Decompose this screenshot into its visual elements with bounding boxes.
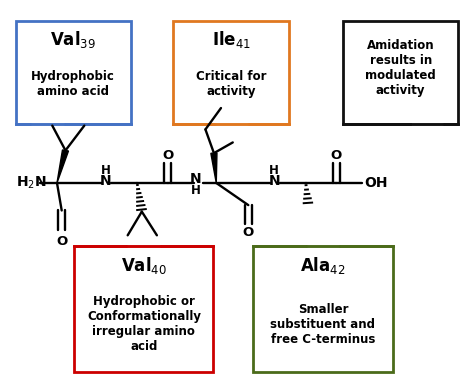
- Text: Val$_{40}$: Val$_{40}$: [121, 254, 167, 276]
- Text: H: H: [100, 164, 110, 177]
- Text: O: O: [331, 149, 342, 162]
- Polygon shape: [57, 150, 68, 183]
- FancyBboxPatch shape: [343, 20, 458, 124]
- Text: O: O: [56, 235, 67, 248]
- Text: Hydrophobic
amino acid: Hydrophobic amino acid: [31, 70, 115, 99]
- Text: Ala$_{42}$: Ala$_{42}$: [300, 254, 346, 276]
- Text: N: N: [100, 174, 111, 188]
- Text: OH: OH: [365, 176, 388, 190]
- Text: N: N: [190, 172, 202, 186]
- FancyBboxPatch shape: [254, 246, 392, 372]
- Text: Critical for
activity: Critical for activity: [196, 70, 266, 99]
- FancyBboxPatch shape: [16, 20, 131, 124]
- Text: Smaller
substituent and
free C-terminus: Smaller substituent and free C-terminus: [271, 303, 375, 346]
- Text: N: N: [268, 174, 280, 188]
- Text: O: O: [243, 226, 254, 239]
- Text: H: H: [191, 184, 201, 197]
- Text: H$_2$N: H$_2$N: [17, 175, 47, 191]
- FancyBboxPatch shape: [74, 246, 213, 372]
- Text: Ile$_{41}$: Ile$_{41}$: [211, 29, 251, 50]
- Polygon shape: [211, 153, 217, 183]
- Text: Hydrophobic or
Conformationally
irregular amino
acid: Hydrophobic or Conformationally irregula…: [87, 295, 201, 353]
- Text: O: O: [162, 149, 173, 162]
- FancyBboxPatch shape: [173, 20, 289, 124]
- Text: H: H: [269, 164, 279, 177]
- Text: Val$_{39}$: Val$_{39}$: [50, 29, 96, 50]
- Text: Amidation
results in
modulated
activity: Amidation results in modulated activity: [365, 39, 436, 97]
